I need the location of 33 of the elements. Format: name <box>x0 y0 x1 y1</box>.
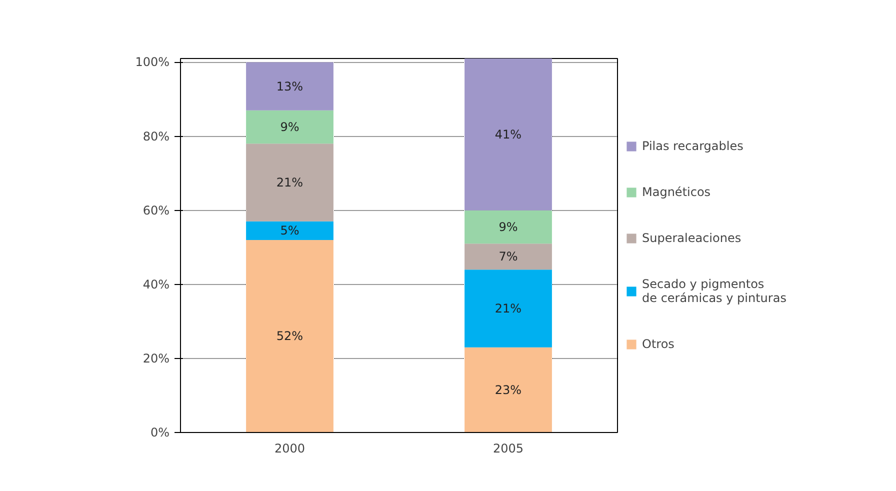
legend-label: Otros <box>642 337 674 351</box>
legend-label: Superaleaciones <box>642 231 742 245</box>
bar <box>464 244 552 270</box>
data-label: 9% <box>280 120 300 134</box>
y-tick-label: 60% <box>142 203 170 218</box>
data-label: 41% <box>494 127 522 142</box>
data-label: 23% <box>494 382 522 397</box>
bar <box>246 144 334 222</box>
y-tick-label: 100% <box>135 55 170 70</box>
y-tick-label: 0% <box>150 426 170 440</box>
data-label: 7% <box>498 250 518 264</box>
bar <box>246 110 334 144</box>
data-label: 21% <box>276 176 304 190</box>
data-label: 13% <box>276 79 304 94</box>
x-tick-label: 2005 <box>492 442 524 456</box>
data-label: 9% <box>498 220 518 234</box>
legend-label: Pilas recargables <box>642 139 744 153</box>
bar <box>464 58 552 210</box>
y-tick-label: 80% <box>142 129 170 144</box>
bar <box>246 240 334 432</box>
legend-label: Secado y pigmentos de cerámicas y pinturas <box>642 277 786 305</box>
bar <box>464 270 552 348</box>
data-label: 21% <box>494 301 522 316</box>
y-tick-label: 20% <box>142 351 170 366</box>
bar <box>464 347 552 432</box>
bar <box>246 62 334 110</box>
data-label: 5% <box>280 224 300 238</box>
y-tick-label: 40% <box>142 277 170 292</box>
bar <box>464 210 552 244</box>
data-label: 52% <box>276 329 304 344</box>
x-tick-label: 2000 <box>274 442 306 456</box>
bar <box>246 221 334 240</box>
legend-label: Magnéticos <box>642 185 711 199</box>
